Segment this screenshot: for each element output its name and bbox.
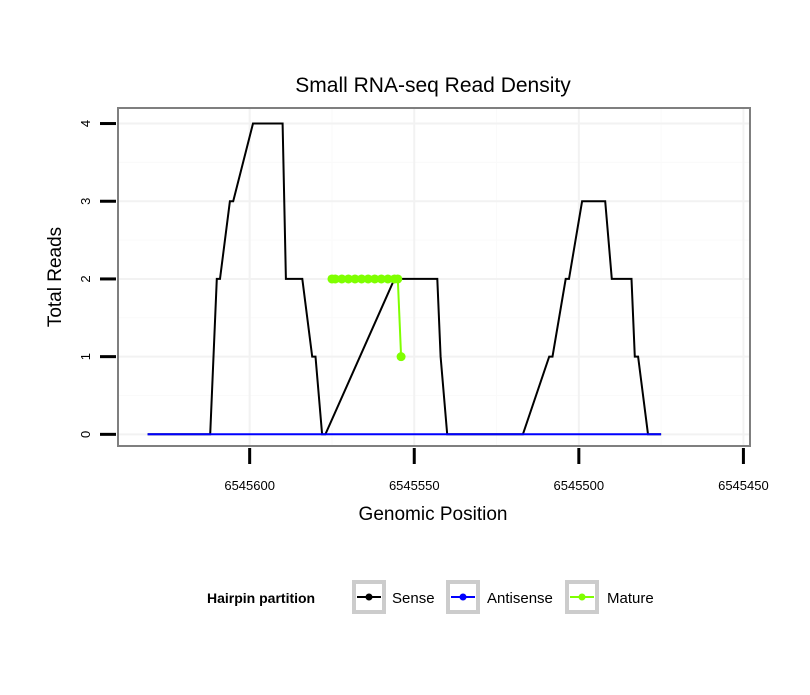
legend-item-sense: Sense <box>352 580 435 614</box>
y-tick-label: 1 <box>78 353 93 360</box>
y-tick-label: 0 <box>78 431 93 438</box>
data-point-mature <box>330 274 340 284</box>
data-series <box>147 122 662 436</box>
legend: Hairpin partition Sense Antisense Mature <box>207 580 654 614</box>
legend-title: Hairpin partition <box>207 590 315 606</box>
y-tick-label: 2 <box>78 275 93 282</box>
data-point-mature <box>370 274 380 284</box>
legend-label-mature: Mature <box>607 590 654 607</box>
data-point-mature <box>396 352 406 362</box>
data-point-mature <box>357 274 367 284</box>
data-point-mature <box>343 274 353 284</box>
data-point-mature <box>383 274 393 284</box>
legend-dot-sense <box>365 593 373 601</box>
legend-dot-antisense <box>459 593 467 601</box>
legend-label-sense: Sense <box>392 590 435 607</box>
plot-panel <box>117 107 751 447</box>
legend-item-mature: Mature <box>565 580 654 614</box>
y-tick-label: 4 <box>78 120 93 127</box>
data-point-mature <box>350 274 360 284</box>
x-axis-title: Genomic Position <box>359 504 508 525</box>
data-point-mature <box>337 274 347 284</box>
grid-lines <box>119 109 749 445</box>
legend-dot-mature <box>578 593 586 601</box>
x-tick-label: 6545450 <box>718 478 769 493</box>
chart-title: Small RNA-seq Read Density <box>295 74 571 97</box>
y-axis-title: Total Reads <box>45 227 66 327</box>
data-point-mature <box>393 274 403 284</box>
x-tick-label: 6545550 <box>389 478 440 493</box>
data-point-mature <box>363 274 373 284</box>
data-point-mature <box>376 274 386 284</box>
x-tick-label: 6545500 <box>554 478 605 493</box>
y-tick-label: 3 <box>78 198 93 205</box>
legend-item-antisense: Antisense <box>446 580 553 614</box>
axes: 6545600 6545550 6545500 6545450 0 1 2 3 4 <box>78 120 769 493</box>
x-tick-label: 6545600 <box>224 478 275 493</box>
legend-label-antisense: Antisense <box>487 590 553 607</box>
